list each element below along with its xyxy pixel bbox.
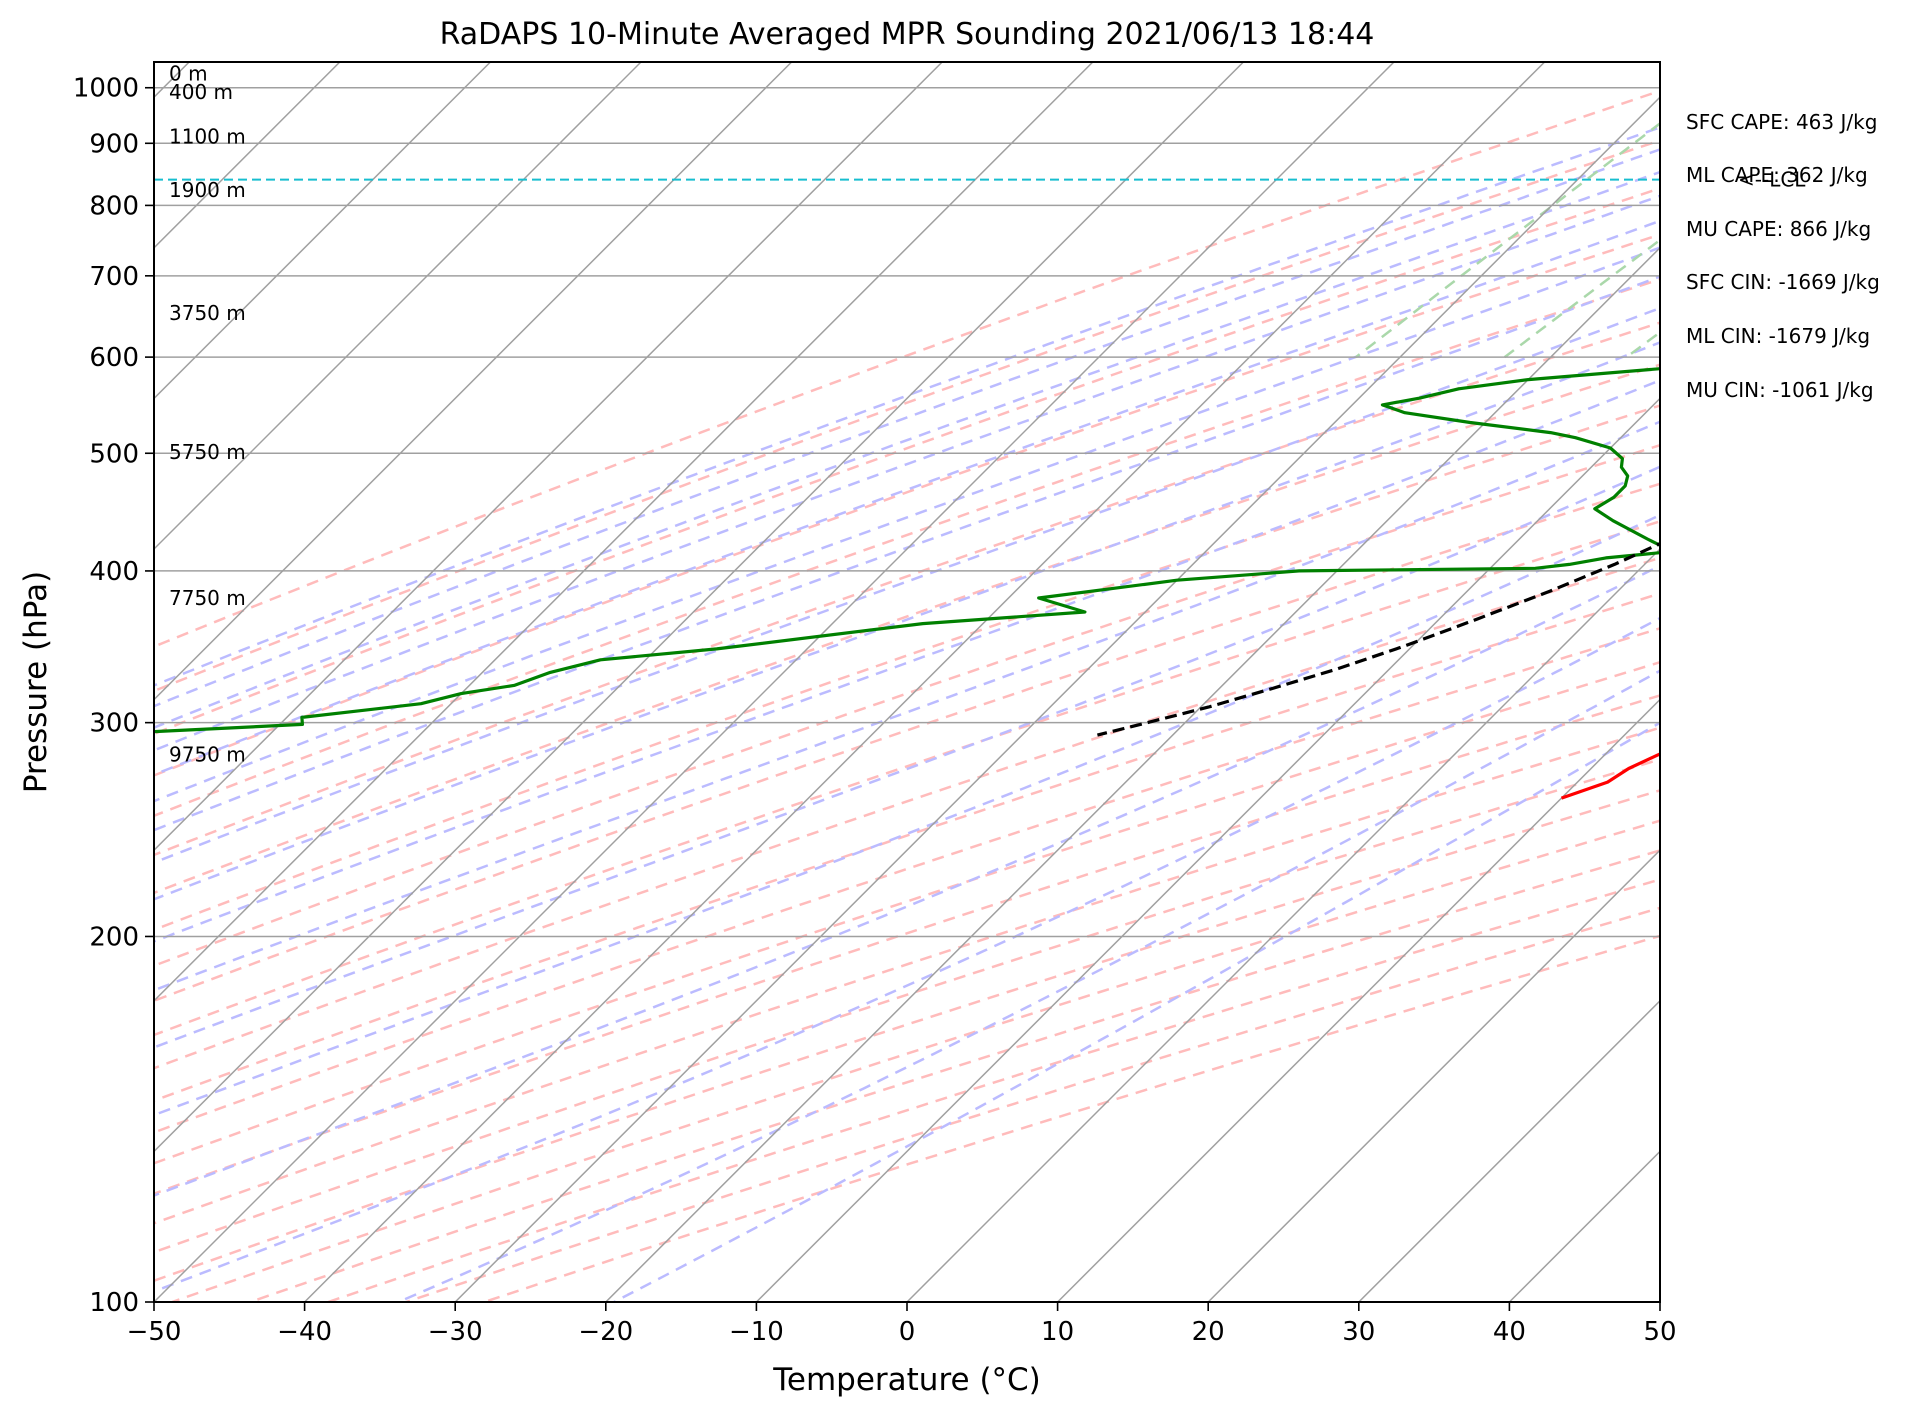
index-sfc-cape: SFC CAPE: 463 J/kg [1686,110,1877,134]
y-tick-label: 700 [89,262,139,292]
isotherm-line [154,62,642,551]
dry-adiabat-line [154,139,1660,693]
isotherm-line [906,547,1660,1302]
x-tick-label: −20 [578,1317,633,1347]
index-sfc-cin: SFC CIN: -1669 J/kg [1686,270,1880,294]
moist-adiabat-line [154,126,1660,687]
x-tick-label: −30 [428,1317,483,1347]
index-mu-cape: MU CAPE: 866 J/kg [1686,217,1871,241]
moist-adiabat-line [398,669,1660,1302]
plot-content [154,62,1913,1302]
isobars [154,86,1660,938]
isotherm-line [1207,849,1660,1302]
isotherms [154,62,1660,1302]
stability-indices: SFC CAPE: 463 J/kg ML CAPE: 362 J/kg MU … [1686,110,1880,402]
y-tick-label: 200 [89,922,139,952]
dry-adiabat-line [154,443,1660,968]
dry-adiabat-line [154,186,1660,736]
x-tick-label: 10 [1041,1317,1074,1347]
y-tick-label: 300 [89,709,139,739]
chart-title: RaDAPS 10-Minute Averaged MPR Sounding 2… [440,17,1375,52]
dewpoint-profile [154,367,1660,734]
height-label: 9750 m [169,743,246,767]
dry-adiabat-line [154,694,1660,1196]
y-axis-ticks: 100 200 300 400 500 600 700 800 900 1000 [73,74,154,1318]
moist-adiabat-line [154,219,1660,777]
height-label: 7750 m [169,586,246,610]
x-axis-label: Temperature (°C) [772,1362,1041,1398]
height-label: 1900 m [169,178,246,202]
index-ml-cin: ML CIN: -1679 J/kg [1686,324,1870,348]
y-tick-label: 400 [89,557,139,587]
x-axis-ticks: −50 −40 −30 −20 −10 0 10 20 30 40 50 [127,1302,1677,1347]
dry-adiabat-line [154,89,1660,648]
moist-adiabat-line [613,721,1660,1302]
x-tick-label: 0 [899,1317,916,1347]
isotherm-line [154,62,1244,1153]
moist-adiabat-line [154,465,1660,1049]
mixing-ratio-line [1758,62,1913,357]
dry-adiabat-line [154,556,1660,1070]
y-tick-label: 900 [89,129,139,159]
x-tick-label: 40 [1493,1317,1526,1347]
isotherm-line [1358,999,1660,1302]
sounding-profiles [154,367,1660,800]
mixing-ratio-line [1355,121,1660,359]
isotherm-line [154,62,1094,1002]
isotherm-line [1659,1300,1660,1302]
height-label: 0 m [169,62,208,86]
dry-adiabat-line [154,627,1660,1134]
dry-adiabat-line [154,277,1660,818]
height-label: 400 m [169,80,233,104]
dry-adiabat-line [154,482,1660,1003]
x-tick-label: 50 [1643,1317,1676,1347]
y-axis-label: Pressure (hPa) [18,571,54,793]
mixing-ratio-line [1870,62,1913,357]
isotherm-line [1057,698,1660,1302]
moist-adiabat-line [154,148,1660,708]
y-tick-label: 600 [89,343,139,373]
moist-adiabat-line [154,194,1660,752]
moist-adiabat-line [154,341,1660,901]
mixing-ratio-line [1625,330,1660,359]
moist-adiabat-line [154,170,1660,729]
y-tick-label: 500 [89,439,139,469]
isotherm-line [154,62,1395,1302]
moist-adiabat-line [154,306,1660,864]
isotherm-line [755,397,1660,1302]
isotherm-line [304,62,1546,1302]
lcl-label: <--LCL [1738,168,1806,192]
y-tick-label: 800 [89,191,139,221]
moist-adiabat-line [154,379,1660,943]
dry-adiabat-line [154,363,1660,895]
isotherm-line [154,62,793,701]
index-ml-cape: ML CAPE: 362 J/kg [1686,163,1868,187]
mixing-ratio-line [1503,238,1660,359]
x-tick-label: −40 [277,1317,332,1347]
height-labels: 9750 m 7750 m 5750 m 3750 m 1900 m 1100 m 400 … [169,62,246,767]
moist-adiabat-line [154,564,1660,1197]
dry-adiabat-line [154,789,1660,1283]
isotherm-line [605,246,1660,1302]
height-label: 1100 m [169,124,246,148]
y-tick-label: 100 [89,1288,139,1318]
x-tick-label: 20 [1192,1317,1225,1347]
height-label: 3750 m [169,301,246,325]
height-label: 5750 m [169,440,246,464]
x-tick-label: −10 [729,1317,784,1347]
plot-area [154,62,1660,1302]
x-tick-label: −50 [127,1317,182,1347]
mixing-ratio-lines [1355,62,1913,359]
index-mu-cin: MU CIN: -1061 J/kg [1686,378,1874,402]
x-tick-label: 30 [1342,1317,1375,1347]
isotherm-line [154,62,943,852]
isotherm-line [454,96,1660,1302]
moist-adiabat-line [154,513,1660,1117]
y-tick-label: 1000 [73,74,139,104]
moist-adiabat-line [154,246,1660,803]
isotherm-line [154,62,491,400]
